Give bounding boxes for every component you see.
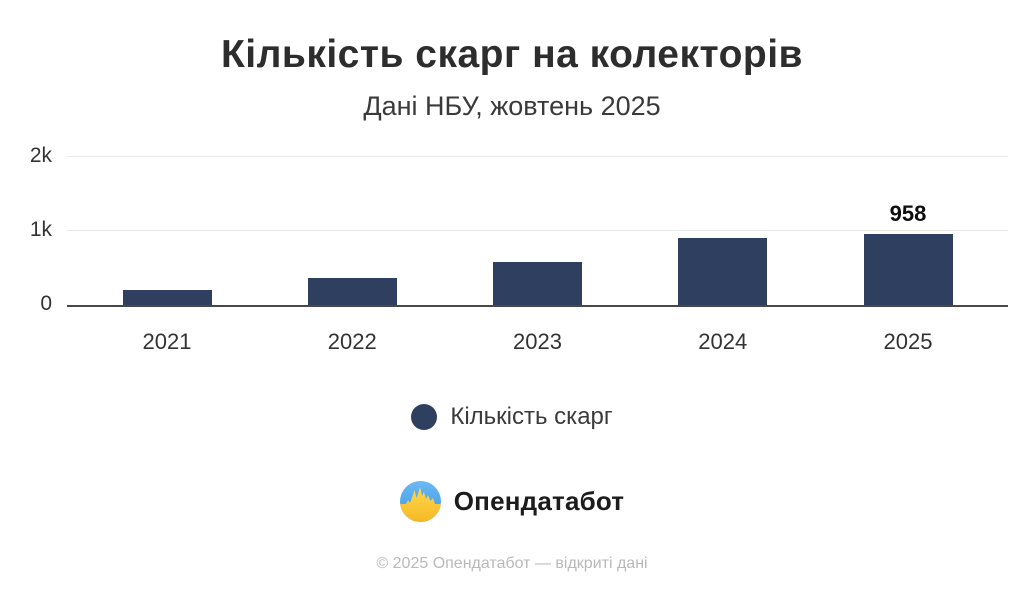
x-tick-2021: 2021 — [142, 329, 192, 354]
bar-2025: 958 — [863, 201, 953, 305]
footer-copyright: © 2025 Опендатабот — відкриті дані — [376, 555, 648, 572]
legend: Кількість скарг — [0, 403, 1024, 431]
bar-2023 — [493, 262, 582, 305]
bar-2022 — [307, 278, 397, 305]
opendatabot-logo: Опендатабот — [0, 481, 1024, 522]
chart-subtitle: Дані НБУ, жовтень 2025 — [363, 91, 661, 121]
x-tick-2022: 2022 — [327, 329, 377, 354]
x-tick-2025: 2025 — [883, 329, 933, 354]
x-tick-2023: 2023 — [513, 329, 562, 354]
legend-label: Кількість скарг — [450, 403, 613, 430]
y-tick-0: 0 — [40, 292, 52, 315]
legend-marker-circle-icon — [411, 404, 438, 430]
y-tick-1k: 1k — [29, 218, 52, 241]
gridline-1k — [67, 230, 1008, 231]
bar-2024 — [678, 237, 768, 305]
chart-title: Кількість скарг на колекторів — [220, 33, 804, 76]
bar-2021 — [122, 290, 212, 305]
value-label-2025: 958 — [889, 201, 927, 227]
y-tick-2k: 2k — [29, 144, 52, 167]
chart-plot: 958 — [67, 156, 1008, 307]
opendatabot-logo-text: Опендатабот — [453, 486, 625, 516]
opendatabot-flag-pulse-icon — [399, 481, 441, 522]
x-tick-2024: 2024 — [698, 329, 748, 354]
